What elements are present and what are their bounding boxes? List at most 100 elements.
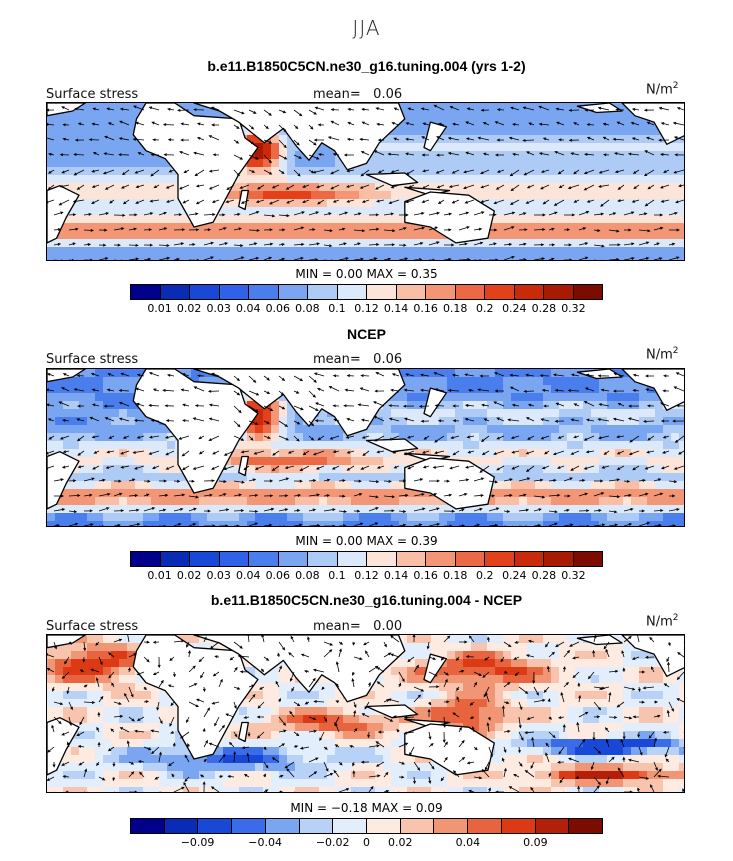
stress-vector (47, 465, 55, 470)
stress-vector (526, 151, 535, 156)
stress-vector (61, 731, 70, 736)
stress-vector (143, 656, 150, 663)
stress-vector (563, 791, 564, 792)
stress-vector (113, 714, 124, 718)
stress-vector (83, 641, 87, 652)
stress-vector (663, 374, 670, 378)
stress-vector (263, 375, 271, 381)
stress-vector (485, 691, 490, 703)
stress-vector (263, 507, 275, 512)
stress-vector (192, 465, 205, 470)
stress-vector (128, 257, 140, 260)
stress-vector (643, 419, 655, 423)
stress-vector (127, 666, 131, 673)
stress-vector (632, 465, 640, 471)
stress-vector (442, 731, 446, 744)
stress-vector (143, 479, 151, 483)
stress-vector (233, 109, 245, 115)
stress-vector (263, 154, 272, 164)
stress-vector (284, 465, 295, 469)
stress-vector (88, 138, 100, 142)
stress-vector (496, 108, 505, 112)
stress-vector (646, 136, 655, 141)
stress-vector (556, 121, 565, 126)
stress-vector (159, 479, 168, 483)
stress-vector (148, 403, 160, 407)
stress-vector (383, 212, 395, 216)
stress-vector (480, 199, 490, 203)
stress-vector (184, 754, 190, 763)
colorbar-bin (544, 285, 574, 299)
stress-vector (308, 405, 319, 411)
stress-vector (523, 169, 535, 176)
stress-vector (413, 507, 426, 512)
stress-vector (638, 509, 645, 513)
stress-vector (383, 495, 396, 499)
stress-vector (604, 727, 610, 733)
stress-vector (263, 761, 269, 769)
stress-vector (195, 199, 205, 205)
stress-vector (77, 745, 85, 748)
stress-vector (47, 653, 55, 658)
stress-vector (480, 184, 490, 189)
stress-vector (598, 169, 610, 174)
stress-vector (307, 636, 310, 643)
stress-vector (452, 770, 460, 778)
colorbar-bin (485, 552, 515, 566)
stress-vector (263, 420, 270, 424)
stress-vector (375, 761, 385, 767)
stress-vector (47, 108, 55, 112)
stress-vector (593, 492, 605, 497)
stress-vector (167, 107, 175, 111)
stress-vector (323, 244, 333, 248)
stress-vector (62, 419, 70, 422)
stress-vector (246, 635, 250, 643)
stress-vector (443, 716, 447, 728)
stress-vector (208, 403, 220, 407)
stress-vector (323, 649, 333, 658)
stress-vector (443, 212, 453, 216)
stress-vector (308, 375, 317, 383)
stress-vector (584, 152, 595, 156)
stress-vector (562, 666, 566, 673)
stress-vector (669, 791, 670, 792)
stress-vector (158, 243, 170, 247)
stress-vector (234, 524, 240, 526)
stress-vector (617, 199, 625, 203)
stress-vector (473, 507, 483, 512)
stress-vector (257, 701, 265, 709)
stress-vector (518, 686, 529, 694)
stress-vector (419, 373, 430, 377)
panel1-mean: mean= 0.06 (313, 87, 403, 102)
stress-vector (525, 199, 535, 204)
stress-vector (118, 401, 130, 407)
stress-vector (313, 138, 324, 142)
stress-vector (662, 389, 670, 393)
stress-vector (83, 477, 95, 482)
stress-vector (353, 701, 357, 708)
stress-vector (630, 121, 640, 126)
stress-vector (465, 121, 475, 126)
landmass (365, 704, 419, 719)
stress-vector (518, 508, 530, 512)
stress-vector (128, 522, 141, 526)
stress-vector (92, 465, 100, 470)
stress-vector (106, 450, 115, 454)
stress-vector (428, 776, 432, 784)
stress-vector (405, 152, 415, 156)
stress-vector (187, 743, 190, 748)
stress-vector (473, 746, 478, 751)
stress-vector (518, 701, 523, 711)
stress-vector (608, 243, 621, 247)
stress-vector (111, 682, 115, 688)
colorbar-tick-label: 0.08 (295, 569, 320, 582)
stress-vector (663, 169, 670, 173)
stress-vector (479, 374, 490, 378)
stress-vector (593, 785, 600, 792)
stress-vector (437, 199, 445, 204)
colorbar-bin (219, 285, 249, 299)
stress-vector (181, 373, 190, 377)
stress-vector (677, 652, 684, 658)
landmass (47, 103, 86, 117)
colorbar-bin (299, 819, 334, 833)
